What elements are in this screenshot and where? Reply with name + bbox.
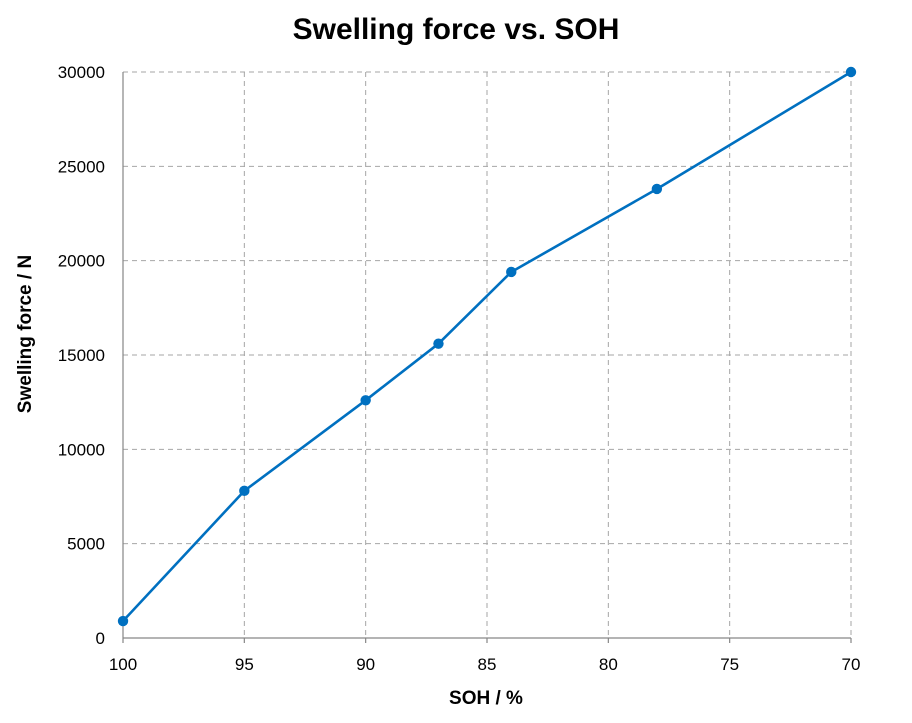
x-tick-label: 75: [720, 655, 739, 674]
data-point: [651, 183, 663, 195]
x-tick-labels: 100 95 90 85 80 75 70: [109, 655, 861, 674]
x-tick-label: 95: [235, 655, 254, 674]
y-tick-label: 20000: [58, 252, 105, 271]
y-tick-label: 25000: [58, 157, 105, 176]
grid-layer: [123, 71, 852, 638]
x-tick-label: 70: [842, 655, 861, 674]
axis-layer: [122, 72, 852, 643]
x-tick-label: 90: [356, 655, 375, 674]
y-tick-label: 10000: [58, 440, 105, 459]
y-tick-label: 30000: [58, 63, 105, 82]
y-tick-label: 0: [96, 629, 105, 648]
chart-title: Swelling force vs. SOH: [293, 13, 620, 46]
series-layer: [117, 66, 857, 627]
y-axis-label: Swelling force / N: [15, 255, 36, 413]
data-point: [506, 266, 517, 278]
data-point: [360, 395, 371, 406]
x-tick-label: 100: [109, 655, 137, 674]
x-tick-label: 80: [599, 655, 618, 674]
data-point: [117, 615, 129, 627]
x-tick-label: 85: [478, 655, 497, 674]
x-axis-label: SOH / %: [449, 688, 523, 709]
data-point: [239, 485, 250, 497]
y-tick-labels: 0 5000 10000 15000 20000 25000 30000: [58, 63, 105, 648]
y-tick-label: 15000: [58, 346, 105, 365]
y-tick-label: 5000: [67, 535, 105, 554]
data-point: [433, 338, 444, 349]
data-point: [845, 66, 857, 78]
